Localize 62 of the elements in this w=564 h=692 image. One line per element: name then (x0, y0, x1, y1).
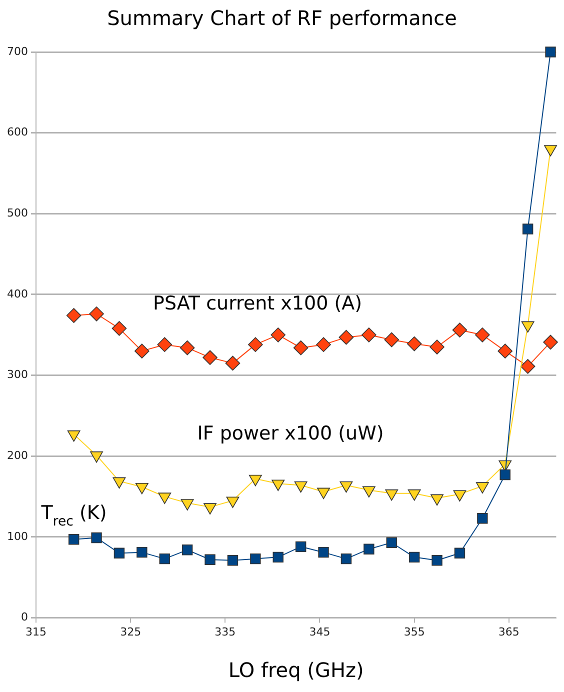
point (362, 328, 376, 342)
x-tick-label: 335 (214, 625, 236, 638)
y-tick-label: 100 (6, 530, 28, 543)
point (225, 356, 240, 371)
point (408, 552, 420, 563)
point (293, 340, 308, 356)
point (295, 541, 306, 552)
point (522, 224, 534, 234)
point (91, 532, 102, 544)
point (134, 344, 150, 358)
point (454, 548, 466, 558)
point (227, 555, 238, 566)
point (182, 544, 193, 556)
point (543, 334, 558, 350)
point (204, 554, 216, 565)
point (430, 340, 444, 354)
series-label: PSAT current x100 (A) (153, 292, 362, 314)
x-axis-title: LO freq (GHz) (228, 658, 364, 682)
point (340, 553, 352, 564)
point (545, 46, 556, 58)
point (89, 306, 104, 322)
point (180, 340, 195, 356)
x-tick-label: 355 (404, 625, 425, 638)
point (520, 359, 536, 374)
y-tick-label: 700 (6, 44, 28, 58)
point (68, 534, 80, 545)
point (406, 336, 422, 352)
point (272, 552, 284, 563)
y-tick-label: 300 (6, 368, 28, 382)
point (475, 328, 490, 342)
point (112, 321, 127, 336)
point (432, 555, 442, 566)
y-tick-label: 400 (6, 287, 28, 300)
y-tick-label: 500 (6, 206, 28, 220)
text: IF power x100 (uW) (197, 422, 384, 445)
point (318, 546, 329, 558)
x-tick-label: 325 (120, 625, 142, 638)
x-tick-label: 365 (498, 625, 520, 638)
point (386, 537, 397, 548)
x-tick-label: 345 (309, 625, 330, 638)
point (202, 350, 218, 365)
chart-title: Summary Chart of RF performance (107, 6, 457, 30)
point (250, 553, 261, 564)
y-tick-label: 200 (6, 449, 28, 462)
point (384, 332, 400, 348)
point (136, 546, 148, 558)
point (500, 469, 510, 480)
point (477, 513, 488, 524)
point (452, 322, 468, 338)
point (498, 344, 513, 358)
point (66, 308, 82, 323)
point (270, 328, 286, 342)
point (159, 553, 170, 564)
point (248, 337, 263, 352)
point (114, 548, 125, 558)
y-tick-label: 600 (6, 126, 28, 139)
point (157, 337, 172, 352)
y-tick-label: 0 (20, 610, 28, 624)
point (338, 330, 354, 345)
x-tick-label: 315 (25, 625, 46, 638)
point (316, 337, 331, 352)
point (364, 544, 374, 554)
